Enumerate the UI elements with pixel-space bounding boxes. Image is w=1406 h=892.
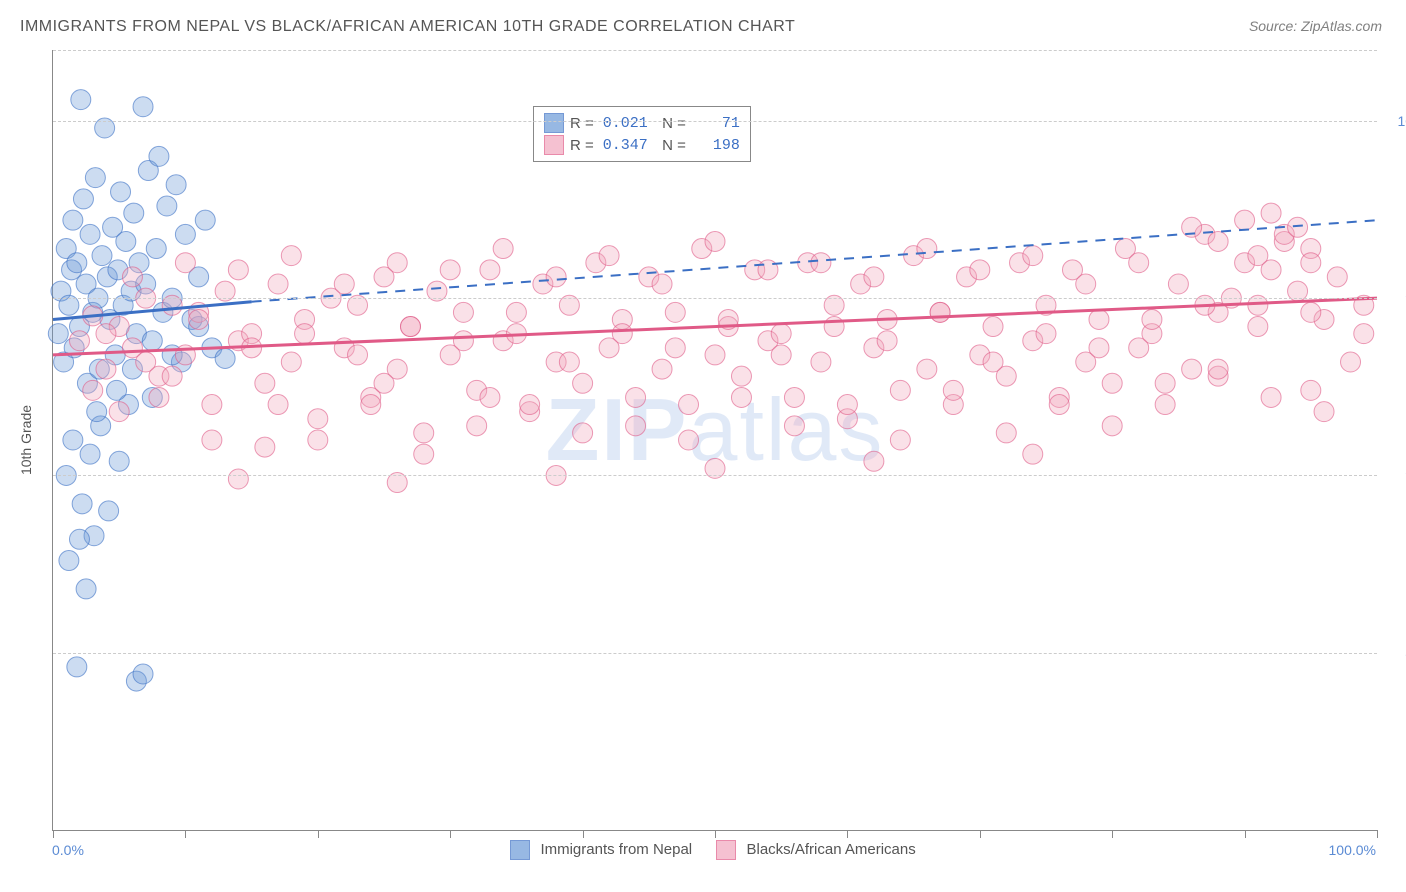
legend-bottom-label-2: Blacks/African Americans (747, 841, 916, 858)
legend-bottom: Immigrants from Nepal Blacks/African Ame… (0, 840, 1406, 860)
swatch-series1 (544, 113, 564, 133)
swatch-bottom-2 (716, 840, 736, 860)
n-value-2: 198 (692, 137, 740, 154)
legend-bottom-label-1: Immigrants from Nepal (540, 841, 692, 858)
y-tick-label: 100.0% (1398, 113, 1406, 129)
legend-row-series1: R = 0.021 N = 71 (544, 113, 740, 133)
plot-area: ZIPatlas R = 0.021 N = 71 R = 0.347 N = … (52, 50, 1377, 831)
y-axis-title: 10th Grade (18, 405, 34, 475)
legend-stats: R = 0.021 N = 71 R = 0.347 N = 198 (533, 106, 751, 162)
r-value-1: 0.021 (600, 115, 648, 132)
swatch-series2 (544, 135, 564, 155)
source-label: Source: ZipAtlas.com (1249, 18, 1382, 34)
chart-title: IMMIGRANTS FROM NEPAL VS BLACK/AFRICAN A… (20, 18, 795, 36)
chart-svg (53, 50, 1377, 830)
n-value-1: 71 (692, 115, 740, 132)
legend-row-series2: R = 0.347 N = 198 (544, 135, 740, 155)
r-value-2: 0.347 (600, 137, 648, 154)
swatch-bottom-1 (510, 840, 530, 860)
